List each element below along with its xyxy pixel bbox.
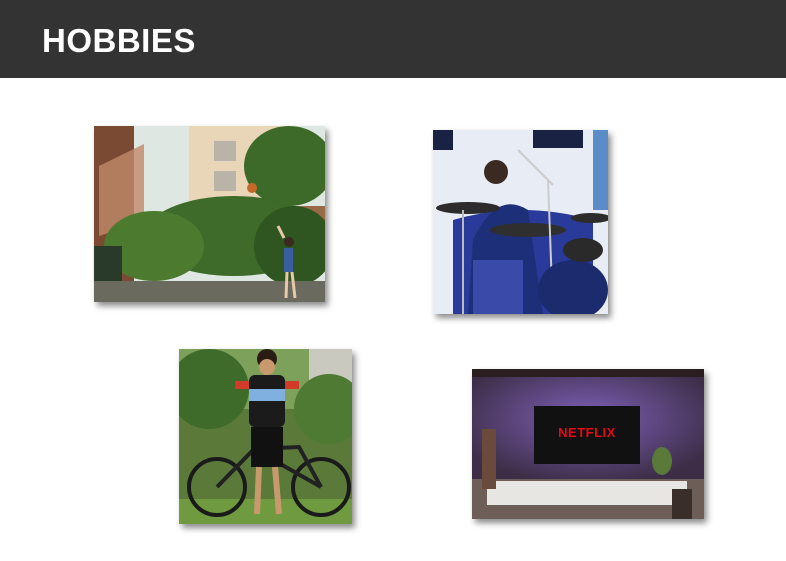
drums-photo <box>433 130 608 314</box>
basketball-photo <box>94 126 325 302</box>
netflix-logo: NETFLIX <box>558 425 616 440</box>
slide-header: HOBBIES <box>0 0 786 78</box>
cycling-photo <box>179 349 352 524</box>
slide-title: HOBBIES <box>42 22 196 59</box>
netflix-photo: NETFLIX <box>472 369 704 519</box>
